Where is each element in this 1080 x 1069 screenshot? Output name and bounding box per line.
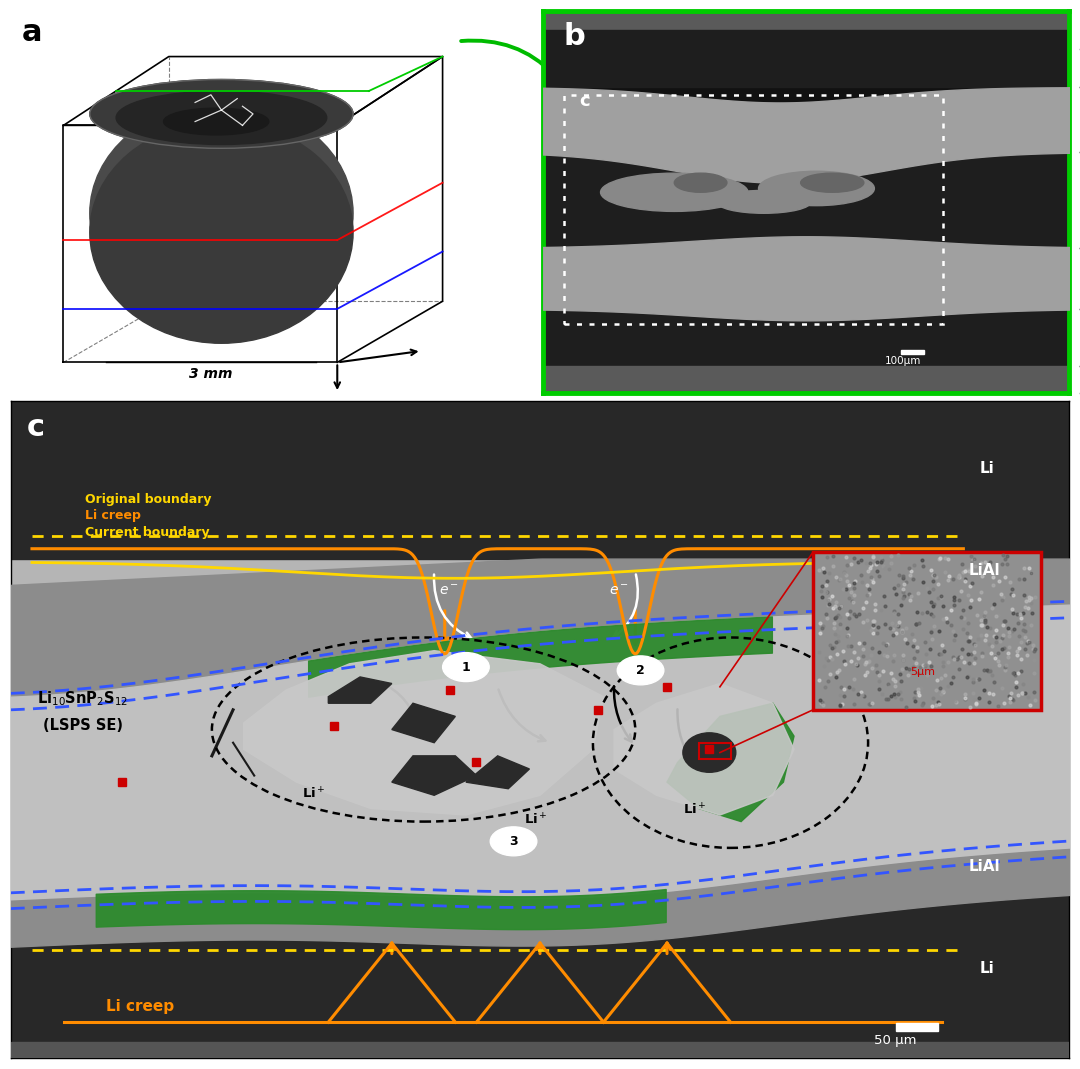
Text: b: b (564, 22, 585, 51)
Polygon shape (667, 703, 794, 822)
Ellipse shape (758, 171, 875, 205)
Bar (11, 954, 1069, 1058)
Polygon shape (392, 703, 456, 743)
Bar (813, 552, 1041, 710)
Bar (542, 30, 1069, 88)
Text: e$^-$: e$^-$ (609, 584, 629, 598)
Text: Li creep: Li creep (85, 509, 140, 522)
Text: LiAl: LiAl (969, 858, 1000, 874)
Ellipse shape (90, 122, 353, 343)
Bar (542, 367, 1069, 393)
Text: c: c (27, 413, 44, 441)
Bar (11, 401, 1069, 559)
Ellipse shape (90, 103, 353, 324)
Ellipse shape (800, 173, 864, 192)
Text: e$^-$: e$^-$ (440, 584, 459, 598)
Bar (895, 1023, 937, 1031)
Text: Li: Li (980, 461, 994, 476)
Bar (901, 350, 924, 354)
Text: 3 mm: 3 mm (189, 367, 232, 381)
Text: 50 μm: 50 μm (875, 1034, 917, 1047)
Ellipse shape (117, 91, 327, 144)
Bar (542, 11, 1069, 30)
Text: Li$^+$: Li$^+$ (683, 803, 706, 818)
Ellipse shape (90, 79, 353, 149)
Text: Li creep: Li creep (106, 998, 174, 1014)
Text: Li$_{10}$SnP$_2$S$_{12}$: Li$_{10}$SnP$_2$S$_{12}$ (37, 690, 129, 708)
Bar (699, 743, 730, 759)
Circle shape (443, 652, 489, 682)
Circle shape (490, 826, 537, 856)
Text: 2: 2 (636, 664, 645, 677)
Text: (LSPS SE): (LSPS SE) (42, 717, 122, 732)
Ellipse shape (674, 173, 727, 192)
Text: a: a (22, 18, 42, 47)
Text: Current boundary: Current boundary (85, 526, 210, 539)
Ellipse shape (683, 733, 735, 772)
Ellipse shape (600, 173, 748, 212)
Ellipse shape (163, 108, 269, 135)
Ellipse shape (716, 190, 811, 214)
Circle shape (618, 656, 664, 685)
Polygon shape (465, 756, 529, 789)
Text: c: c (580, 92, 590, 110)
Bar (564, 95, 943, 324)
Text: 100μm: 100μm (885, 356, 921, 367)
Text: 5μm: 5μm (910, 667, 935, 677)
Bar (11, 1042, 1069, 1058)
Polygon shape (244, 651, 604, 815)
Text: Li$^+$: Li$^+$ (302, 787, 325, 802)
Text: Li$^+$: Li$^+$ (524, 812, 548, 827)
Polygon shape (615, 683, 794, 815)
Text: Original boundary: Original boundary (85, 493, 212, 506)
Text: Li: Li (980, 961, 994, 976)
Text: 1: 1 (461, 661, 470, 673)
Text: 3: 3 (510, 835, 517, 848)
Polygon shape (328, 677, 392, 703)
Bar (542, 309, 1069, 367)
Polygon shape (392, 756, 476, 795)
Text: LiAl: LiAl (969, 563, 1000, 578)
